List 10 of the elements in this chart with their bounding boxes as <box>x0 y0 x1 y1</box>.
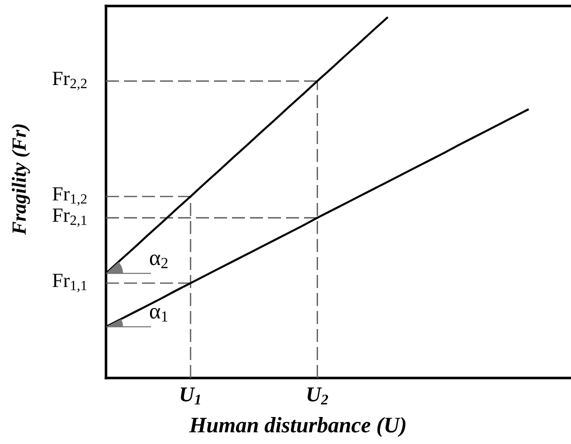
annotation: Fr$_{2,2}$ <box>52 72 87 90</box>
x-tick-label: U$_{2}$ <box>308 388 328 404</box>
annotation: α$_{1}$ <box>150 308 168 322</box>
annotation: α$_{2}$ <box>150 254 168 268</box>
annotation: Fr$_{1,2}$ <box>52 187 87 206</box>
x-axis-title: Human disturbance (U) <box>189 417 406 437</box>
annotation: Fr$_{2,1}$ <box>52 208 86 227</box>
x-tick-label: U$_{1}$ <box>180 388 200 404</box>
annotation: Fr$_{1,1}$ <box>52 274 86 292</box>
y-axis-title: Fragility (Fr) <box>12 124 30 235</box>
